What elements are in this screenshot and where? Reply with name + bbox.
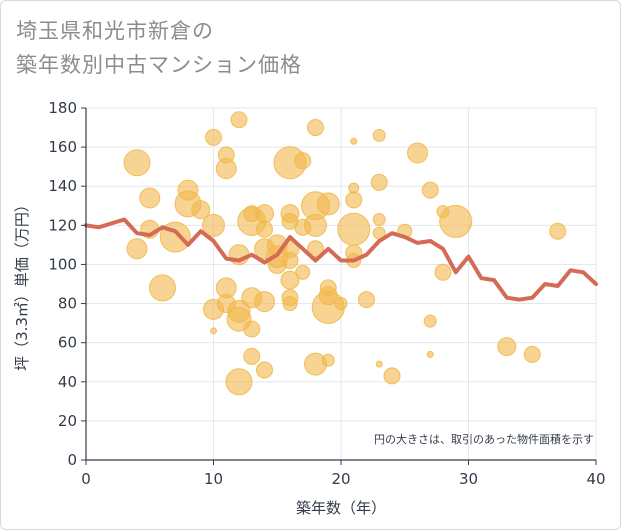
data-bubble xyxy=(321,353,335,367)
data-bubble xyxy=(337,212,371,246)
data-bubble xyxy=(334,297,348,311)
data-bubble xyxy=(523,345,541,363)
data-bubble xyxy=(307,119,324,137)
chart-title-line-2: 築年数別中古マンション価格 xyxy=(16,53,302,77)
x-tick-label: 40 xyxy=(586,470,605,488)
data-bubble xyxy=(215,158,237,180)
y-tick-labels: 0 20 40 60 80 100 120 140 160 180 xyxy=(48,99,86,469)
data-bubble xyxy=(254,291,275,313)
data-bubble xyxy=(370,173,388,191)
data-bubble xyxy=(280,270,300,290)
data-bubble xyxy=(372,128,386,142)
data-bubble xyxy=(304,213,327,237)
y-tick-label: 160 xyxy=(48,138,77,156)
chart-title: 埼玉県和光市新倉の 築年数別中古マンション価格 xyxy=(16,14,302,82)
data-bubble xyxy=(281,252,299,270)
y-axis-title: 坪（3.3㎡）単価（万円） xyxy=(13,197,31,371)
data-bubble xyxy=(434,263,452,281)
y-tick-label: 140 xyxy=(48,177,77,195)
data-bubble xyxy=(358,291,375,309)
x-tick-labels: 0 10 20 30 40 xyxy=(81,460,606,488)
data-bubble xyxy=(549,222,567,240)
data-bubble xyxy=(372,212,386,226)
y-tick-label: 0 xyxy=(67,451,77,469)
data-bubble xyxy=(243,320,261,338)
data-bubble xyxy=(205,128,222,146)
data-bubble xyxy=(345,191,363,209)
data-bubble xyxy=(497,337,517,357)
bubble-layer xyxy=(123,111,567,396)
data-bubble xyxy=(256,220,273,238)
y-tick-label: 80 xyxy=(58,295,77,313)
data-bubble xyxy=(350,137,358,145)
data-bubble xyxy=(123,149,151,177)
data-bubble xyxy=(255,204,274,224)
y-tick-label: 120 xyxy=(48,216,77,234)
y-tick-label: 180 xyxy=(48,99,77,117)
x-tick-label: 30 xyxy=(459,470,478,488)
chart-title-line-1: 埼玉県和光市新倉の xyxy=(16,19,214,43)
data-bubble xyxy=(256,361,273,379)
data-bubble xyxy=(307,240,324,258)
y-tick-label: 40 xyxy=(58,373,77,391)
data-bubble xyxy=(149,274,176,302)
data-bubble xyxy=(423,314,437,328)
data-bubble xyxy=(230,111,248,129)
data-bubble xyxy=(426,350,434,358)
data-bubble xyxy=(294,152,312,170)
x-tick-label: 0 xyxy=(81,470,91,488)
data-bubble xyxy=(407,142,428,164)
average-price-line xyxy=(84,217,598,302)
data-bubble xyxy=(243,347,261,365)
data-bubble xyxy=(282,296,298,312)
data-bubble xyxy=(210,327,217,335)
y-tick-label: 20 xyxy=(58,412,77,430)
bubble-size-note: 円の大きさは、取引のあった物件面積を示す xyxy=(374,432,594,446)
data-bubble xyxy=(295,264,311,280)
data-bubble xyxy=(202,213,225,237)
data-bubble xyxy=(421,181,439,199)
data-bubble xyxy=(139,187,161,209)
data-bubble xyxy=(375,360,383,368)
y-tick-label: 100 xyxy=(48,255,77,273)
data-bubble xyxy=(225,368,253,396)
data-bubble xyxy=(191,200,211,220)
data-bubble xyxy=(316,192,340,216)
data-bubble xyxy=(126,238,148,260)
x-axis-title: 築年数（年） xyxy=(296,499,386,517)
data-bubble xyxy=(227,299,251,323)
x-tick-label: 10 xyxy=(204,470,223,488)
y-tick-label: 60 xyxy=(58,334,77,352)
data-bubble xyxy=(439,204,473,238)
data-bubble xyxy=(383,367,401,385)
x-tick-label: 20 xyxy=(331,470,350,488)
